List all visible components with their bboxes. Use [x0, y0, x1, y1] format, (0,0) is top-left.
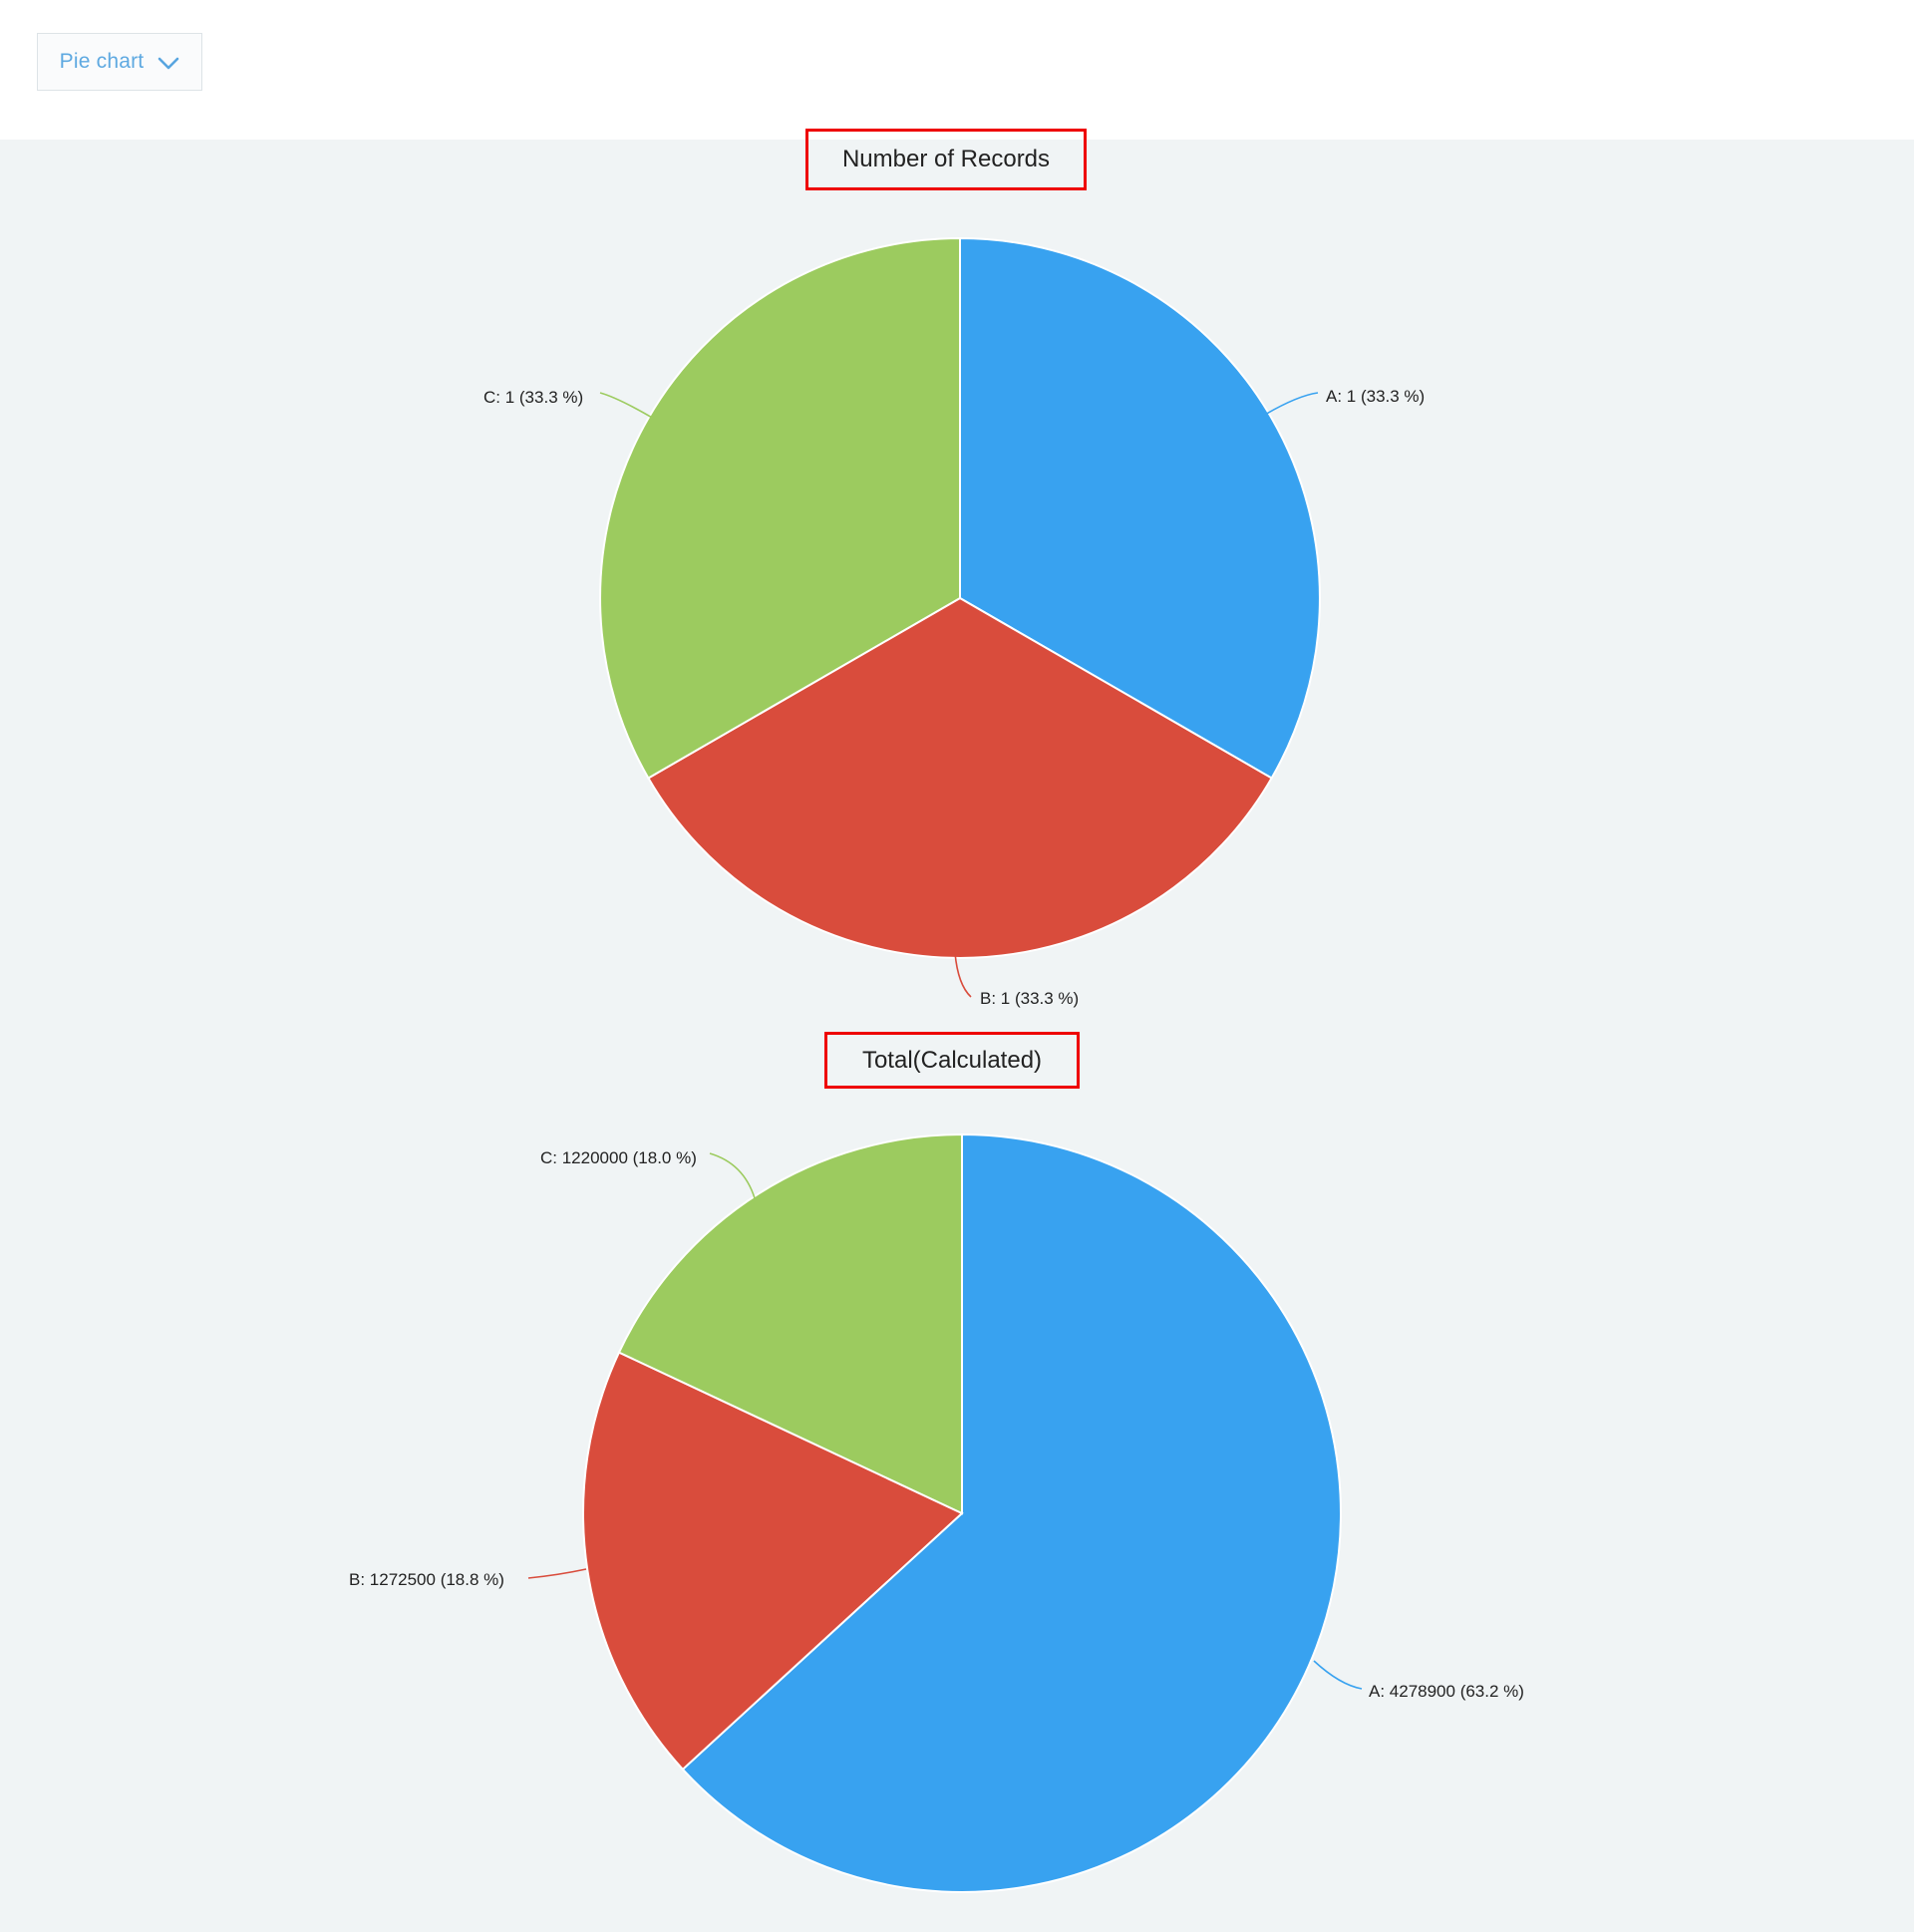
pie1-slice-c[interactable]: [599, 236, 961, 780]
chart2-title-annotation-box: Total(Calculated): [824, 1032, 1080, 1089]
pie2-leader-line-a: [1313, 1660, 1363, 1690]
pie2-leader-line-b: [527, 1568, 587, 1579]
pie1-leader-line-c: [599, 392, 655, 420]
pie1-slice-a[interactable]: [959, 236, 1321, 780]
toolbar: Pie chart: [0, 0, 1914, 140]
chart2-title: Total(Calculated): [861, 1046, 1043, 1074]
chart1-title: Number of Records: [841, 146, 1051, 172]
pie2-slice-b[interactable]: [582, 1351, 964, 1771]
pie1-leader-line-b: [954, 952, 972, 998]
pie2-slice-c[interactable]: [617, 1132, 963, 1515]
chart1-title-annotation-box: Number of Records: [805, 129, 1087, 190]
chevron-down-icon: [159, 57, 179, 69]
chart-type-dropdown-label: Pie chart: [59, 50, 145, 73]
pie2-leader-line-c: [709, 1152, 756, 1199]
chart-type-dropdown[interactable]: Pie chart: [37, 33, 202, 91]
pie1-slice-b[interactable]: [647, 596, 1273, 959]
pie2-slice-a[interactable]: [681, 1132, 1342, 1893]
pie1-leader-line-a: [1257, 392, 1319, 420]
